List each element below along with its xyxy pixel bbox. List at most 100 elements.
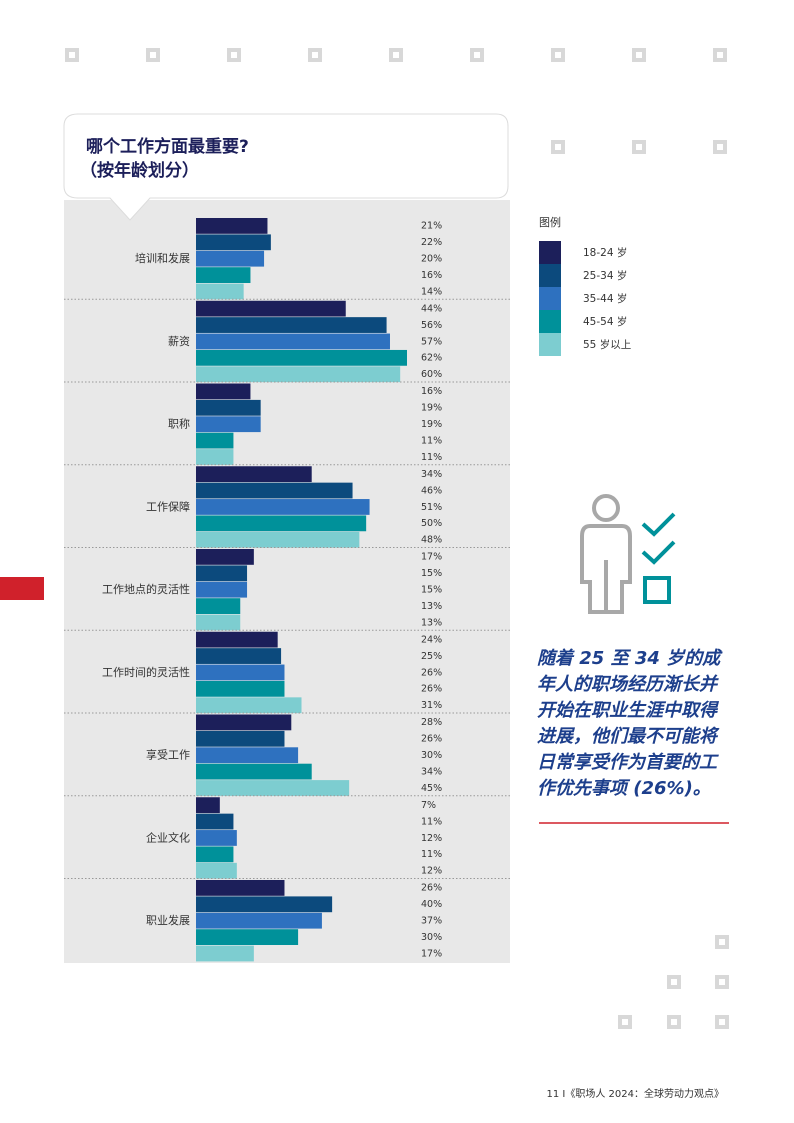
bar: [196, 531, 360, 548]
value-label: 30%: [421, 750, 442, 761]
category-label: 工作地点的灵活性: [102, 582, 190, 596]
value-label: 14%: [421, 286, 442, 297]
bar: [196, 383, 251, 400]
bar: [196, 482, 353, 499]
bar: [196, 830, 237, 846]
value-label: 11%: [421, 816, 442, 827]
legend-swatch: [539, 241, 561, 264]
legend-swatch: [539, 310, 561, 333]
deco-square-inner: [312, 52, 318, 58]
category-label: 企业文化: [146, 830, 190, 844]
bar: [196, 714, 292, 731]
value-label: 34%: [421, 469, 442, 480]
bar: [196, 399, 261, 416]
bar: [196, 614, 241, 631]
title-bubble: [63, 113, 509, 221]
legend-label: 55 岁以上: [583, 338, 631, 351]
deco-square-inner: [555, 52, 561, 58]
bar: [196, 581, 248, 598]
deco-square-inner: [717, 144, 723, 150]
value-label: 44%: [421, 303, 442, 314]
bar: [196, 912, 322, 929]
value-label: 57%: [421, 336, 442, 347]
deco-square-inner: [671, 1019, 677, 1025]
category-label: 工作保障: [146, 499, 190, 513]
deco-square-inner: [636, 52, 642, 58]
bar: [196, 880, 285, 896]
category-label: 职称: [168, 417, 190, 431]
bar: [196, 416, 261, 433]
deco-square-inner: [719, 939, 725, 945]
bar: [196, 797, 220, 814]
legend-label: 45-54 岁: [583, 315, 627, 328]
value-label: 15%: [421, 568, 442, 579]
value-label: 45%: [421, 783, 442, 794]
callout-text: 进展，他们最不可能将: [537, 726, 720, 747]
bar: [196, 283, 244, 300]
value-label: 20%: [421, 254, 442, 265]
bar: [196, 648, 282, 664]
value-label: 51%: [421, 502, 442, 513]
bar: [196, 466, 312, 483]
bar: [196, 747, 299, 764]
bar: [196, 780, 350, 796]
bar: [196, 598, 241, 614]
bar: [196, 664, 285, 681]
legend-swatch: [539, 264, 561, 287]
value-label: 13%: [421, 601, 442, 612]
value-label: 17%: [421, 552, 442, 563]
category-label: 享受工作: [146, 748, 190, 762]
value-label: 28%: [421, 717, 442, 728]
value-label: 13%: [421, 617, 442, 628]
value-label: 26%: [421, 734, 442, 745]
bar: [196, 449, 234, 465]
value-label: 26%: [421, 684, 442, 695]
value-label: 7%: [421, 800, 436, 811]
value-label: 62%: [421, 353, 442, 364]
value-label: 24%: [421, 634, 442, 645]
legend-label: 25-34 岁: [583, 269, 627, 282]
value-label: 25%: [421, 651, 442, 662]
deco-square-inner: [719, 1019, 725, 1025]
legend-swatch: [539, 287, 561, 310]
legend-label: 35-44 岁: [583, 292, 627, 305]
value-label: 12%: [421, 866, 442, 877]
bar: [196, 333, 390, 350]
chart-title: 哪个工作方面最重要?: [86, 136, 249, 157]
callout-text: 随着 25 至 34 岁的成: [537, 648, 723, 669]
bar: [196, 813, 234, 830]
deco-square-inner: [231, 52, 237, 58]
person-icon: [580, 494, 632, 614]
bar: [196, 234, 271, 251]
value-label: 26%: [421, 667, 442, 678]
decoration: [65, 48, 729, 1029]
legend-swatch: [539, 333, 561, 356]
bar: [196, 432, 234, 449]
value-label: 19%: [421, 419, 442, 430]
bar: [196, 565, 248, 582]
callout-text: 年人的职场经历渐长并: [537, 674, 719, 695]
bar: [196, 515, 367, 532]
category-label: 工作时间的灵活性: [102, 665, 190, 679]
bar: [196, 945, 254, 962]
value-label: 46%: [421, 485, 442, 496]
bar: [196, 267, 251, 283]
value-label: 50%: [421, 518, 442, 529]
legend-label: 18-24 岁: [583, 246, 627, 259]
bar: [196, 549, 254, 565]
bar: [196, 300, 346, 317]
value-label: 31%: [421, 700, 442, 711]
red-tab: [0, 577, 44, 600]
deco-square-inner: [719, 979, 725, 985]
value-label: 60%: [421, 369, 442, 380]
bar: [196, 697, 302, 714]
value-label: 12%: [421, 833, 442, 844]
value-label: 16%: [421, 270, 442, 281]
deco-square-inner: [671, 979, 677, 985]
value-label: 11%: [421, 452, 442, 463]
bar: [196, 317, 387, 333]
bar: [196, 349, 407, 366]
category-label: 职业发展: [146, 913, 190, 927]
value-label: 11%: [421, 849, 442, 860]
